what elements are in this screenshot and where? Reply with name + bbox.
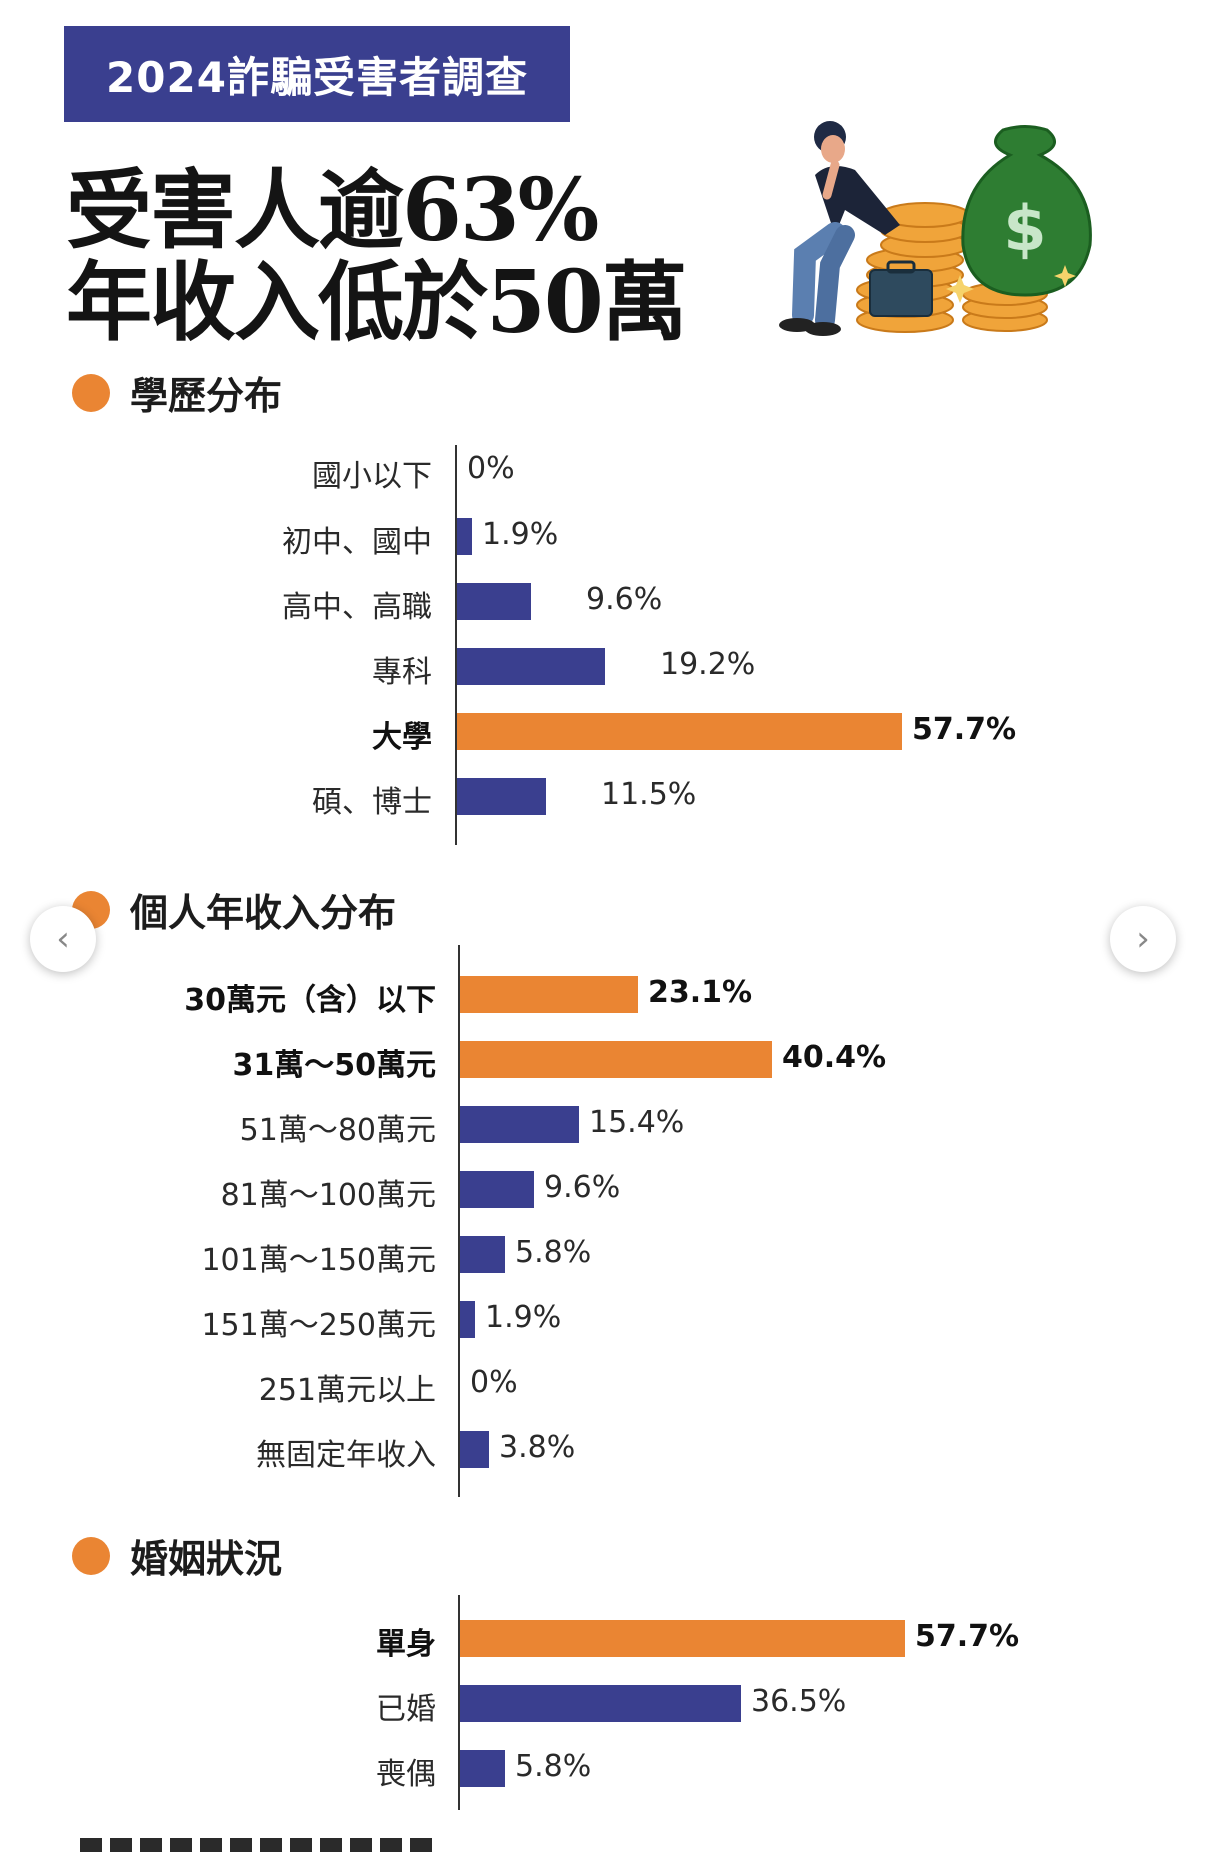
section-title-text: 學歷分布 — [130, 374, 283, 418]
category-label: 已婚 — [376, 1692, 436, 1727]
value-label: 19.2% — [660, 647, 756, 682]
value-label: 40.4% — [782, 1040, 887, 1075]
bar-mark — [457, 583, 531, 620]
value-label: 23.1% — [648, 975, 753, 1010]
bar-mark — [460, 1171, 534, 1208]
section-title-text: 婚姻狀況 — [130, 1537, 283, 1581]
category-label: 碩、博士 — [312, 785, 432, 820]
category-label: 81萬～100萬元 — [220, 1178, 436, 1213]
section-title-education: 學歷分布 — [72, 365, 282, 420]
bar-mark — [460, 1236, 505, 1273]
category-label: 單身 — [376, 1627, 436, 1662]
cropped-footer-text — [80, 1838, 440, 1852]
worried-man-money-illustration: $ — [779, 121, 1092, 336]
category-label: 251萬元以上 — [258, 1373, 436, 1408]
category-label: 無固定年收入 — [256, 1438, 436, 1473]
value-label: 9.6% — [544, 1170, 621, 1205]
prev-slide-button[interactable]: ‹ — [30, 906, 96, 972]
category-label: 大學 — [372, 720, 432, 755]
chevron-right-icon: › — [1136, 919, 1150, 959]
value-label: 11.5% — [601, 777, 697, 812]
value-label: 15.4% — [589, 1105, 685, 1140]
value-label: 5.8% — [515, 1235, 592, 1270]
value-label: 57.7% — [915, 1619, 1020, 1654]
category-label: 高中、高職 — [282, 590, 432, 625]
category-label: 151萬～250萬元 — [201, 1308, 436, 1343]
chevron-left-icon: ‹ — [56, 919, 70, 959]
category-label: 31萬～50萬元 — [232, 1048, 437, 1083]
category-label: 喪偶 — [376, 1757, 436, 1792]
bar-mark — [460, 1685, 741, 1722]
bar-mark — [460, 1750, 505, 1787]
category-label: 30萬元（含）以下 — [184, 983, 436, 1018]
category-label: 專科 — [372, 655, 432, 690]
value-label: 1.9% — [485, 1300, 562, 1335]
category-label: 初中、國中 — [282, 525, 432, 560]
svg-text:$: $ — [1003, 192, 1046, 265]
value-label: 0% — [467, 451, 515, 486]
bar-mark — [460, 1301, 475, 1338]
chart-axis-line — [455, 445, 457, 845]
category-label: 國小以下 — [312, 459, 432, 494]
value-label: 3.8% — [499, 1430, 576, 1465]
bar-mark — [460, 1041, 772, 1078]
survey-banner: 2024詐騙受害者調查 — [64, 26, 570, 122]
bar-mark — [460, 976, 638, 1013]
bar-mark — [460, 1106, 579, 1143]
category-label: 101萬～150萬元 — [201, 1243, 436, 1278]
bar-mark — [460, 1431, 489, 1468]
bar-mark — [460, 1620, 905, 1657]
value-label: 0% — [470, 1365, 518, 1400]
value-label: 5.8% — [515, 1749, 592, 1784]
chart-axis-line — [458, 1595, 460, 1810]
bar-mark — [457, 648, 605, 685]
section-title-income: 個人年收入分布 — [72, 882, 396, 937]
category-label: 51萬～80萬元 — [239, 1113, 436, 1148]
section-title-marital: 婚姻狀況 — [72, 1528, 282, 1583]
value-label: 57.7% — [912, 712, 1017, 747]
section-title-text: 個人年收入分布 — [130, 891, 397, 935]
value-label: 36.5% — [751, 1684, 847, 1719]
section-bullet-dot — [72, 1536, 110, 1575]
headline-line-1: 受害人逾63% — [66, 160, 599, 261]
bar-mark — [457, 518, 472, 555]
next-slide-button[interactable]: › — [1110, 906, 1176, 972]
headline-line-2: 年收入低於50萬 — [66, 252, 688, 353]
bar-mark — [457, 778, 546, 815]
chart-axis-line — [458, 945, 460, 1497]
value-label: 9.6% — [586, 582, 663, 617]
value-label: 1.9% — [482, 517, 559, 552]
bar-mark — [457, 713, 902, 750]
section-bullet-dot — [72, 373, 110, 412]
